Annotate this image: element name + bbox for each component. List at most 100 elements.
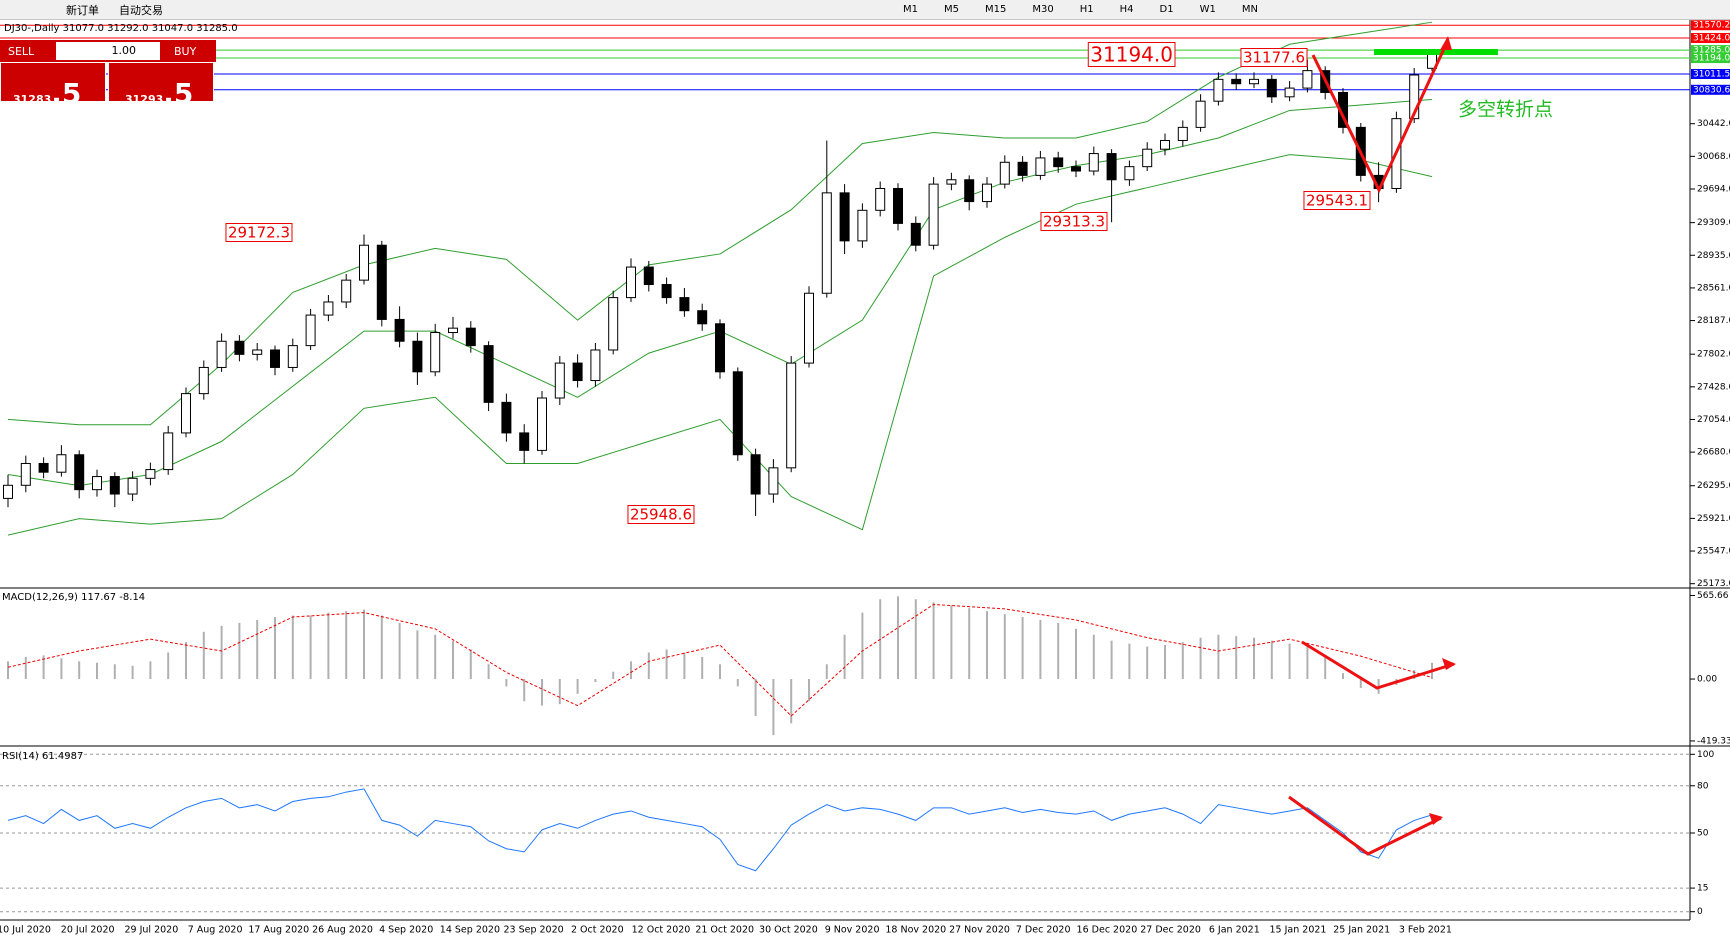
level-label: 31194.0 — [1693, 54, 1730, 64]
y-tick-label: 100 — [1697, 750, 1714, 760]
candle-body — [216, 340, 227, 368]
candle-body — [697, 310, 708, 325]
buy-price-pips: .5 — [163, 77, 194, 110]
candle-body — [804, 292, 814, 364]
y-tick-label: 30068.0 — [1697, 152, 1730, 162]
candle-body — [643, 266, 654, 286]
level-label-box — [1691, 32, 1730, 43]
candle-body — [323, 301, 334, 316]
buy-button[interactable]: BUY — [174, 44, 197, 58]
toolbar: 新订单 自动交易 M1 M5 M15 M30 H1 H4 D1 W1 MN — [0, 0, 1730, 20]
candle-body — [964, 179, 975, 203]
candle-body — [857, 209, 868, 242]
timeframe-button[interactable]: M1 — [903, 4, 918, 15]
sell-price[interactable]: 31283.5 — [0, 62, 106, 110]
candle-body — [1177, 126, 1188, 141]
y-tick-label: 29309.0 — [1697, 218, 1730, 228]
buy-price-main: 31293 — [125, 93, 164, 106]
x-tick-label: 18 Nov 2020 — [885, 925, 946, 936]
x-tick-label: 25 Jan 2021 — [1333, 925, 1390, 936]
x-tick-label: 4 Sep 2020 — [379, 925, 433, 936]
candle-body — [786, 362, 797, 469]
candle-body — [501, 401, 512, 434]
arrow-head — [1440, 36, 1452, 50]
candle-body — [56, 454, 67, 473]
y-tick-label: 0 — [1697, 907, 1703, 917]
candle-body — [839, 192, 850, 242]
annotation: 29313.3 — [1043, 213, 1105, 231]
candle-body — [1195, 100, 1206, 128]
candle-body — [1124, 166, 1135, 181]
prices: 31283.5 31293.5 — [0, 62, 216, 110]
timeframe-button[interactable]: H1 — [1079, 4, 1094, 15]
rsi-label: RSI(14) 61.4987 — [2, 751, 83, 762]
candle-body — [1053, 157, 1064, 168]
arrow — [1311, 39, 1450, 194]
annotation: 29172.3 — [228, 224, 290, 242]
x-tick-label: 29 Jul 2020 — [125, 925, 179, 936]
bollinger-band — [7, 21, 1433, 426]
x-tick-label: 30 Oct 2020 — [759, 925, 818, 936]
level-label-box — [1691, 84, 1730, 95]
level-label: 31285.0 — [1693, 46, 1730, 56]
candle-body — [1160, 139, 1170, 150]
candle-body — [127, 477, 138, 495]
level-label: 31570.2 — [1693, 21, 1730, 31]
new-order-button[interactable]: 新订单 — [66, 3, 99, 17]
chart-header: DJ30-,Daily 31077.0 31292.0 31047.0 3128… — [4, 23, 238, 34]
timeframe-button[interactable]: M30 — [1032, 4, 1054, 15]
candle-body — [198, 366, 209, 395]
candle-body — [252, 349, 263, 355]
candle-body — [537, 397, 547, 451]
x-tick-label: 26 Aug 2020 — [312, 925, 373, 936]
annotation: 31177.6 — [1243, 49, 1305, 67]
candle-body — [359, 244, 369, 281]
timeframe-button[interactable]: D1 — [1159, 4, 1174, 15]
candle-body — [519, 432, 530, 451]
x-tick-label: 27 Dec 2020 — [1140, 925, 1201, 936]
annotation-box — [1303, 191, 1371, 210]
candle-body — [1284, 87, 1295, 98]
candle-body — [1249, 78, 1259, 85]
timeframe-button[interactable]: M15 — [985, 4, 1007, 15]
level-label: 30830.6 — [1693, 85, 1730, 95]
candle-body — [3, 484, 13, 499]
candle-body — [999, 161, 1010, 185]
level-label: 31011.5 — [1693, 69, 1730, 79]
candle-body — [732, 371, 743, 456]
candle-body — [910, 222, 921, 246]
candle-body — [679, 297, 690, 312]
candle-body — [1302, 70, 1313, 89]
sell-button[interactable]: SELL — [8, 44, 35, 58]
candle-body — [181, 393, 191, 434]
y-tick-label: 30442.0 — [1697, 119, 1730, 129]
macd-label: MACD(12,26,9) 117.67 -8.14 — [2, 592, 145, 603]
timeframe-button[interactable]: W1 — [1199, 4, 1216, 15]
level-label-box — [1691, 20, 1730, 31]
y-tick-label: 50 — [1697, 829, 1709, 839]
candle-body — [448, 327, 458, 334]
timeframe-button[interactable]: MN — [1241, 4, 1258, 15]
y-tick-label: 28187.0 — [1697, 316, 1730, 326]
candle-body — [376, 244, 387, 320]
level-label-box — [1691, 68, 1730, 79]
candle-body — [715, 323, 725, 373]
candle-body — [608, 297, 619, 351]
x-tick-label: 23 Sep 2020 — [503, 925, 563, 936]
candle-body — [483, 345, 494, 403]
timeframe-button[interactable]: M5 — [944, 4, 959, 15]
x-tick-label: 3 Feb 2021 — [1399, 925, 1452, 936]
candle-body — [893, 187, 903, 224]
timeframe-button[interactable]: H4 — [1119, 4, 1134, 15]
x-tick-label: 16 Dec 2020 — [1077, 925, 1138, 936]
auto-trading-button[interactable]: 自动交易 — [119, 3, 163, 17]
lot-input[interactable]: 1.00 — [56, 42, 160, 60]
x-tick-label: 9 Nov 2020 — [825, 925, 880, 936]
candle-body — [1142, 148, 1153, 168]
annotation-box — [225, 223, 293, 242]
y-tick-label: 27802.0 — [1697, 350, 1730, 360]
buy-price[interactable]: 31293.5 — [108, 62, 214, 110]
x-tick-label: 17 Aug 2020 — [248, 925, 309, 936]
candle-body — [305, 314, 316, 347]
bollinger-band — [7, 154, 1433, 536]
